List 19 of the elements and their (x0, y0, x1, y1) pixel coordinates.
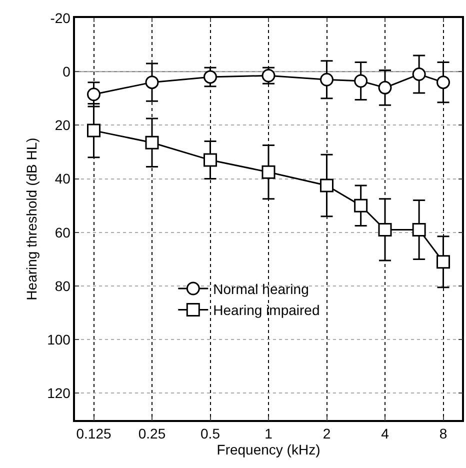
y-axis-title: Hearing threshold (dB HL) (24, 138, 40, 300)
x-tick-label: 0.125 (76, 426, 112, 442)
y-tick-label: 40 (54, 170, 71, 187)
legend-label: Hearing impaired (213, 302, 320, 318)
x-axis-title: Frequency (kHz) (216, 442, 320, 458)
x-tick-label: 0.25 (138, 426, 166, 442)
y-tick-label: 100 (47, 332, 71, 348)
y-tick-label: 20 (54, 117, 71, 134)
y-tick-label: 120 (47, 385, 71, 402)
x-tick-label: 4 (381, 426, 390, 442)
y-tick-label: -20 (50, 10, 71, 26)
y-tick-label: 80 (54, 278, 71, 294)
legend-label: Normal hearing (213, 280, 309, 297)
x-tick-label: 1 (264, 426, 273, 442)
x-tick-label: 0.5 (200, 426, 220, 442)
x-tick-label: 2 (322, 426, 331, 442)
y-tick-label: 0 (62, 64, 71, 80)
x-tick-label: 8 (439, 426, 448, 442)
y-tick-label: 60 (54, 224, 71, 240)
